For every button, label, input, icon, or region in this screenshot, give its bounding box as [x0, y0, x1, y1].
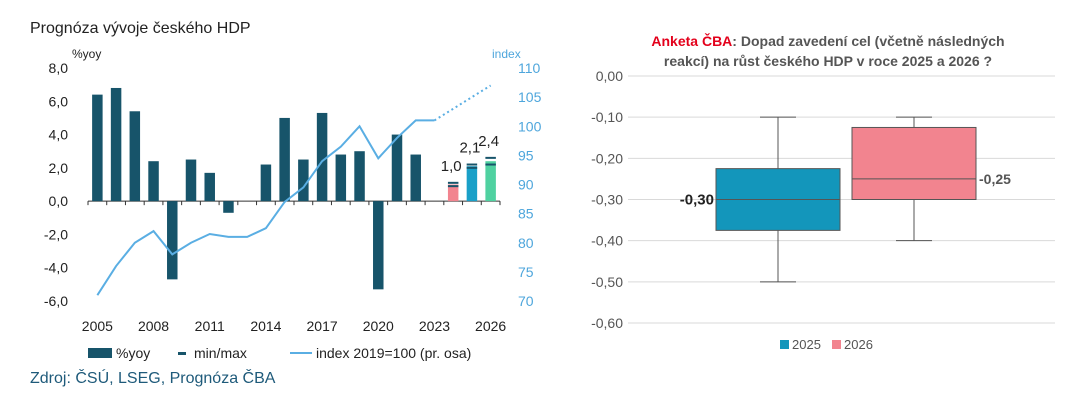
data-label: 2,4	[478, 133, 499, 150]
y-tick-label: -0,30	[591, 192, 623, 208]
legend-swatch-yoy	[88, 348, 112, 358]
source-note: Zdroj: ČSÚ, LSEG, Prognóza ČBA	[30, 370, 276, 387]
x-tick-label: 2011	[195, 318, 225, 334]
bars	[92, 87, 496, 290]
chart-title-line1: Anketa ČBA: Dopad zavedení cel (včetně n…	[651, 32, 1004, 49]
y2-tick-label: 90	[518, 177, 534, 193]
left-axes: 8,0 6,0 4,0 2,0 0,0 -2,0 -4,0 -6,0 110 105 100 95 90…	[44, 60, 542, 334]
bar	[92, 94, 103, 202]
legend-swatch-2025	[780, 340, 789, 349]
y-tick-label: -6,0	[44, 293, 68, 309]
x-tick-label: 2014	[250, 318, 281, 334]
bar	[485, 161, 496, 202]
chart-title-prefix: Anketa ČBA	[651, 32, 732, 49]
bar	[335, 154, 347, 202]
index-line-forecast	[433, 84, 492, 122]
y-tick-label: -4,0	[44, 260, 68, 276]
y-tick-label: -0,60	[591, 315, 623, 331]
legend-label-2026: 2026	[844, 337, 873, 352]
bar	[298, 159, 309, 202]
y-tick-label: 6,0	[49, 93, 69, 109]
x-tick-label: 2005	[82, 318, 113, 334]
y2-tick-label: 80	[518, 235, 534, 251]
minmax-marker	[485, 156, 496, 159]
legend: 2025 2026	[780, 337, 873, 352]
bar	[110, 87, 122, 202]
median-label: -0,25	[979, 171, 1011, 187]
y2-tick-label: 105	[518, 89, 542, 105]
bar	[373, 201, 384, 290]
y-tick-label: -0,40	[591, 233, 623, 249]
minmax-marker	[466, 163, 478, 166]
y-tick-label: 8,0	[49, 60, 69, 76]
y2-tick-label: 95	[518, 147, 534, 163]
y2-tick-label: 70	[518, 293, 534, 309]
bar	[316, 112, 328, 202]
legend: %yoy min/max index 2019=100 (pr. osa)	[88, 345, 471, 361]
y-tick-label: -2,0	[44, 226, 68, 242]
data-labels: 1,02,12,4	[441, 133, 499, 175]
y2-axis-label: index	[492, 47, 521, 61]
boxes: -0,30 -0,25	[680, 116, 1011, 283]
y-tick-label: 2,0	[49, 160, 69, 176]
bar	[279, 117, 290, 202]
bar	[204, 172, 215, 202]
legend-label-2025: 2025	[792, 337, 821, 352]
chart-title-rest: : Dopad zavedení cel (včetně následných	[732, 33, 1004, 49]
y2-tick-label: 75	[518, 264, 534, 280]
box-2026	[851, 126, 977, 200]
x-tick-label: 2026	[475, 318, 506, 334]
x-tick-label: 2008	[138, 318, 169, 334]
data-label: 1,0	[441, 158, 462, 175]
minmax-marker	[447, 181, 459, 184]
minmax-marker	[447, 185, 459, 188]
y2-tick-label: 100	[518, 118, 542, 134]
chart-title: Prognóza vývoje českého HDP	[30, 20, 251, 37]
y-tick-label: -0,50	[591, 274, 623, 290]
bar	[185, 159, 197, 202]
y-tick-label: 4,0	[49, 127, 69, 143]
bar	[391, 134, 403, 202]
bar	[129, 111, 141, 202]
median-label: -0,30	[680, 192, 714, 209]
y-tick-label: -0,20	[591, 150, 623, 166]
bar	[223, 201, 234, 213]
x-tick-label: 2017	[307, 318, 338, 334]
bar	[260, 164, 272, 202]
tariff-impact-chart: Anketa ČBA: Dopad zavedení cel (včetně n…	[591, 32, 1055, 352]
bar	[354, 151, 365, 202]
gdp-forecast-chart: Prognóza vývoje českého HDP %yoy index 8…	[30, 20, 542, 361]
minmax-marker	[466, 166, 478, 169]
right-axes: 0,00 -0,10 -0,20 -0,30 -0,40 -0,50 -0,60	[591, 68, 1055, 331]
y-tick-label: 0,0	[49, 193, 69, 209]
x-tick-label: 2020	[363, 318, 394, 334]
y2-tick-label: 85	[518, 206, 534, 222]
x-tick-label: 2023	[419, 318, 450, 334]
y-axis-label: %yoy	[72, 47, 101, 61]
bar	[466, 166, 478, 202]
index-line	[96, 84, 492, 296]
chart-title-line2: reakcí) na růst českého HDP v roce 2025 …	[664, 53, 992, 69]
y2-tick-label: 110	[518, 60, 541, 76]
bar	[410, 154, 421, 202]
legend-label-minmax: min/max	[194, 345, 247, 361]
legend-swatch-minmax	[178, 352, 186, 355]
y-tick-label: -0,10	[591, 109, 623, 125]
data-label: 2,1	[459, 140, 480, 157]
index-line-actual	[96, 119, 435, 296]
legend-label-yoy: %yoy	[116, 345, 150, 361]
bar	[148, 161, 159, 202]
legend-label-index: index 2019=100 (pr. osa)	[316, 345, 471, 361]
legend-swatch-2026	[832, 340, 841, 349]
bar	[167, 201, 178, 280]
y-tick-label: 0,00	[596, 68, 623, 84]
minmax-marker	[485, 163, 496, 166]
bar	[447, 184, 459, 202]
